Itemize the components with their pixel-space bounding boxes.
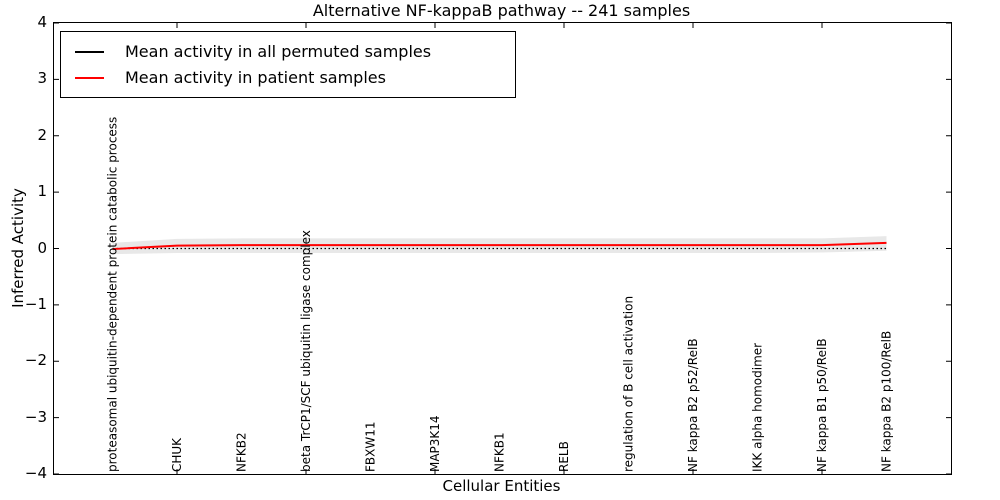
entity-label: NF kappa B1 p50/RelB — [815, 338, 829, 472]
legend-label-permuted: Mean activity in all permuted samples — [125, 42, 432, 61]
entity-label: RELB — [557, 441, 571, 472]
entity-label: regulation of B cell activation — [622, 296, 636, 472]
legend-label-patient: Mean activity in patient samples — [125, 68, 386, 87]
chart-title: Alternative NF-kappaB pathway -- 241 sam… — [312, 1, 691, 20]
y-tick-label: 1 — [37, 182, 47, 201]
plot-canvas: proteasomal ubiquitin-dependent protein … — [54, 23, 951, 474]
entity-label: proteasomal ubiquitin-dependent protein … — [106, 117, 120, 472]
x-axis-label: Cellular Entities — [442, 477, 561, 495]
legend-item-patient: Mean activity in patient samples — [75, 68, 515, 87]
y-tick-label: −1 — [24, 294, 47, 313]
entity-label: FBXW11 — [364, 422, 378, 473]
entity-label: beta TrCP1/SCF ubiquitin ligase complex — [299, 230, 313, 472]
y-tick-label: 4 — [37, 13, 47, 31]
y-tick-label: 0 — [37, 238, 47, 257]
legend-item-permuted: Mean activity in all permuted samples — [75, 42, 515, 61]
patient-line-swatch — [75, 76, 104, 79]
y-tick-label: −2 — [24, 351, 47, 370]
patient-mean-line — [112, 241, 887, 251]
legend: Mean activity in all permuted samples Me… — [60, 31, 516, 98]
entity-label: CHUK — [170, 437, 184, 472]
entity-label: NF kappa B2 p52/RelB — [686, 338, 700, 472]
y-tick-label: 2 — [37, 125, 47, 144]
y-tick-label: 3 — [37, 69, 47, 88]
y-tick-label: −4 — [24, 464, 47, 482]
entity-label: MAP3K14 — [428, 415, 442, 472]
permuted-line-swatch — [75, 50, 104, 53]
entity-label: NFKB2 — [235, 432, 249, 472]
y-tick-label: −3 — [24, 407, 47, 426]
entity-label: NF kappa B2 p100/RelB — [880, 331, 894, 472]
entity-label: NFKB1 — [493, 432, 507, 472]
entity-label: IKK alpha homodimer — [751, 343, 765, 472]
